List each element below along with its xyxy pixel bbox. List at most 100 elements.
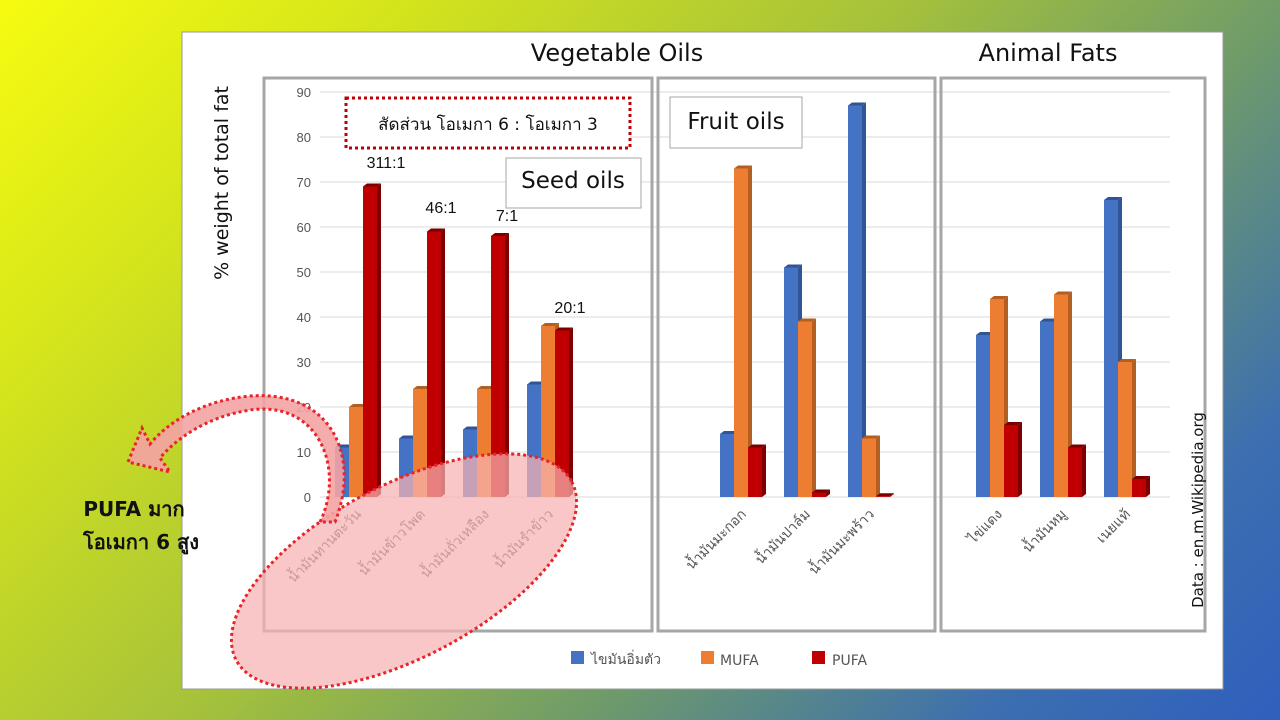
bar-front xyxy=(1132,479,1146,497)
ratio-label: 20:1 xyxy=(554,300,585,317)
bar-side xyxy=(1132,359,1136,497)
vegetable-oils-title: Vegetable Oils xyxy=(531,39,703,67)
bar-front xyxy=(720,434,734,497)
callout-line-1: PUFA มาก xyxy=(83,497,184,521)
bar-pufa xyxy=(1132,476,1150,497)
bar-front xyxy=(1040,321,1054,497)
bar-side xyxy=(1018,422,1022,497)
bar-top xyxy=(1118,359,1136,362)
bar-side xyxy=(441,228,445,497)
bar-side xyxy=(505,233,509,497)
bar-side xyxy=(826,489,830,497)
fruit-oils-frame xyxy=(656,76,937,633)
legend-swatch-mufa xyxy=(701,651,714,664)
callout-arrow xyxy=(125,394,346,524)
pufa-highlight-ellipse xyxy=(229,452,579,690)
bar-top xyxy=(1068,444,1086,448)
bar-side xyxy=(876,435,880,497)
bar-front xyxy=(990,299,1004,497)
bar-front xyxy=(541,326,555,497)
bar-top xyxy=(1040,318,1058,322)
bar-front xyxy=(976,335,990,497)
bar-top xyxy=(1054,291,1072,295)
bar-side xyxy=(862,102,866,497)
ratio-label: 46:1 xyxy=(425,200,456,217)
bar-front xyxy=(363,186,377,497)
bar-top xyxy=(976,332,994,335)
bar-pufa xyxy=(1004,422,1022,497)
bar-mufa xyxy=(734,165,752,497)
ratio-label: 7:1 xyxy=(496,208,518,225)
bar-front xyxy=(1004,425,1018,497)
legend: ไขมันอิ่มตัว MUFA PUFA xyxy=(571,650,867,669)
bar-top xyxy=(784,264,802,268)
bar-top xyxy=(541,323,559,326)
bar-front xyxy=(427,231,441,497)
bar-front xyxy=(734,168,748,497)
bar-front xyxy=(862,438,876,497)
y-tick-label: 30 xyxy=(297,355,311,370)
bar-top xyxy=(812,489,830,493)
bar-top xyxy=(734,165,752,169)
bar-side xyxy=(812,318,816,497)
bar-front xyxy=(1068,447,1082,497)
fruit-oils-box xyxy=(669,96,803,149)
bar-top xyxy=(491,233,509,236)
animal-fats-frame xyxy=(939,76,1207,633)
y-tick-label: 70 xyxy=(297,175,311,190)
y-tick-label: 60 xyxy=(297,220,311,235)
animal-fats-title: Animal Fats xyxy=(979,39,1118,67)
bar-saturated xyxy=(848,102,866,497)
y-tick-label: 50 xyxy=(297,265,311,280)
bar-pufa xyxy=(1068,444,1086,497)
seed-oils-box xyxy=(505,157,642,209)
bar-side xyxy=(1146,476,1150,497)
bar-top xyxy=(463,426,481,430)
y-tick-label: 40 xyxy=(297,310,311,325)
bar-pufa xyxy=(876,493,894,497)
bar-top xyxy=(1104,197,1122,200)
legend-swatch-pufa xyxy=(812,651,825,664)
fruit-oils-label: Fruit oils xyxy=(687,109,784,135)
bar-top xyxy=(399,435,417,439)
bar-top xyxy=(990,296,1008,299)
ratio-labels: 311:1 46:1 7:1 20:1 xyxy=(367,155,586,317)
bar-front xyxy=(784,267,798,497)
bar-front xyxy=(491,236,505,497)
legend-label-mufa: MUFA xyxy=(720,653,759,669)
legend-swatch-saturated xyxy=(571,651,584,664)
y-tick-label: 0 xyxy=(304,490,311,505)
bar-side xyxy=(1082,444,1086,497)
bar-mufa xyxy=(1118,359,1136,497)
bar-pufa xyxy=(555,327,573,497)
ratio-label: 311:1 xyxy=(367,155,406,172)
ratio-title-box xyxy=(344,96,632,150)
bar-mufa xyxy=(798,318,816,497)
data-source: Data : en.m.Wikipedia.org xyxy=(1189,412,1207,608)
bar-top xyxy=(349,404,367,407)
seed-oils-label: Seed oils xyxy=(521,168,625,194)
y-axis-label: % weight of total fat xyxy=(211,86,233,280)
bar-top xyxy=(798,318,816,322)
bar-side xyxy=(748,165,752,497)
bar-top xyxy=(477,386,495,389)
bar-top xyxy=(862,435,880,439)
bar-side xyxy=(762,444,766,497)
y-tick-label: 80 xyxy=(297,130,311,145)
bar-front xyxy=(1118,362,1132,497)
bar-front xyxy=(1054,294,1068,497)
bar-pufa xyxy=(812,489,830,497)
bar-top xyxy=(427,228,445,232)
bar-front xyxy=(876,496,890,497)
bar-front xyxy=(349,407,363,497)
bar-side xyxy=(569,327,573,497)
bar-top xyxy=(555,327,573,331)
callout-line-2: โอเมกา 6 สูง xyxy=(82,530,199,556)
bar-pufa xyxy=(748,444,766,497)
bar-side xyxy=(890,493,894,497)
bar-top xyxy=(748,444,766,448)
y-tick-label: 10 xyxy=(297,445,311,460)
bar-pufa xyxy=(363,183,381,497)
bar-top xyxy=(848,102,866,106)
